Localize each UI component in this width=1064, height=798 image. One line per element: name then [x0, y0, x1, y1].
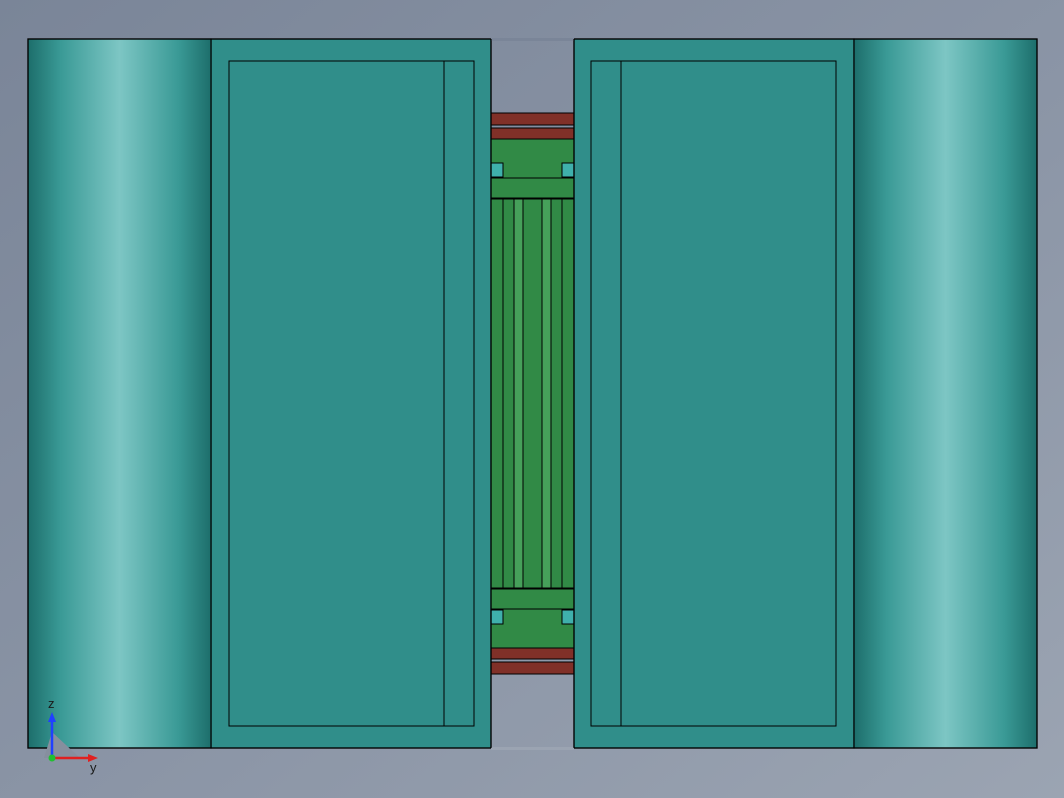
x-axis-dot: [49, 755, 56, 762]
cad-viewport[interactable]: zy: [0, 0, 1064, 798]
center-teal-node-0[interactable]: [491, 163, 503, 177]
center-teal-node-1[interactable]: [562, 163, 574, 177]
center-teal-node-2[interactable]: [491, 610, 503, 624]
panel-left-inner[interactable]: [229, 61, 474, 726]
center-hbar-bottom[interactable]: [491, 589, 574, 609]
center-hbar-top[interactable]: [491, 178, 574, 198]
center-red-bar-3[interactable]: [483, 662, 582, 674]
cylinder-left[interactable]: [28, 39, 211, 748]
center-red-bar-0[interactable]: [483, 113, 582, 125]
panel-right-inner[interactable]: [591, 61, 836, 726]
model-assembly[interactable]: [28, 38, 1037, 750]
center-red-bar-2[interactable]: [483, 648, 582, 659]
cylinder-right[interactable]: [854, 39, 1037, 748]
center-red-bar-1[interactable]: [483, 128, 582, 139]
axis-label-z: z: [48, 696, 55, 711]
center-teal-node-3[interactable]: [562, 610, 574, 624]
viewport-svg: zy: [0, 0, 1064, 798]
axis-label-y: y: [90, 760, 97, 775]
